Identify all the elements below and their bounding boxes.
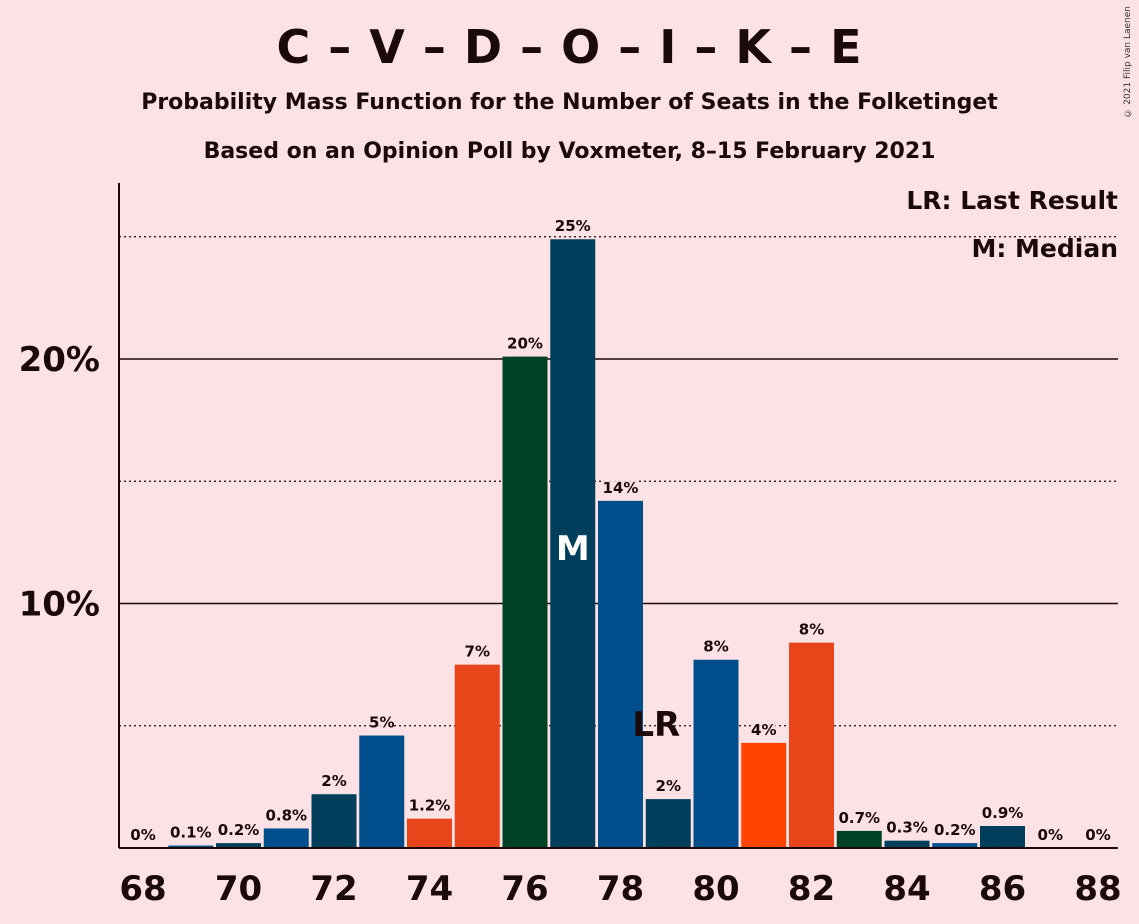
legend-last-result: LR: Last Result [906, 186, 1118, 215]
data-label-seat-85: 0.2% [934, 821, 976, 839]
y-tick-label: 20% [19, 340, 100, 380]
data-label-seat-69: 0.1% [170, 824, 212, 842]
data-label-bg [886, 817, 928, 836]
data-label-seat-76: 20% [507, 335, 543, 353]
data-label-seat-73: 5% [369, 714, 394, 732]
data-label-bg [369, 712, 394, 731]
y-tick-label: 10% [19, 585, 100, 625]
bar-seat-73 [359, 735, 405, 848]
data-label-seat-70: 0.2% [218, 821, 260, 839]
bar-seat-71 [263, 828, 309, 848]
data-label-bg [265, 805, 308, 824]
data-label-seat-75: 7% [465, 643, 490, 661]
bar-seat-83 [836, 830, 882, 848]
data-label-seat-81: 4% [751, 721, 776, 739]
x-tick-label: 82 [788, 869, 835, 909]
data-label-seat-77: 25% [555, 217, 591, 235]
data-label-seat-68: 0% [130, 826, 155, 844]
x-tick-label: 74 [406, 869, 453, 909]
data-label-seat-88: 0% [1085, 826, 1110, 844]
x-tick-label: 68 [119, 869, 166, 909]
legend-median: M: Median [971, 234, 1118, 263]
x-tick-label: 70 [215, 869, 262, 909]
x-tick-label: 72 [310, 869, 357, 909]
data-label-bg [704, 636, 728, 655]
legend: LR: Last Result M: Median [906, 186, 1118, 263]
data-label-seat-80: 8% [703, 638, 728, 656]
data-label-bg [408, 795, 451, 814]
data-label-seat-87: 0% [1038, 826, 1063, 844]
data-label-bg [217, 820, 260, 839]
data-label-seat-74: 1.2% [409, 797, 451, 815]
axes: 10% 20% 68 70 72 74 76 78 80 82 84 86 88 [19, 183, 1122, 909]
x-tick-label: 80 [692, 869, 739, 909]
data-label-bg [131, 825, 155, 843]
data-label-bg [1038, 825, 1063, 843]
bar-seat-78 [598, 500, 643, 848]
data-label-bg [838, 807, 881, 826]
data-label-bg [933, 820, 976, 839]
chart-subtitle-source: Based on an Opinion Poll by Voxmeter, 8–… [203, 139, 936, 164]
bar-seat-79 [645, 799, 691, 848]
bar-seat-81 [741, 742, 787, 848]
x-tick-label: 78 [597, 869, 644, 909]
bar-seat-86 [980, 825, 1025, 848]
data-label-seat-84: 0.3% [886, 819, 928, 837]
bar-seat-80 [693, 659, 739, 848]
bar-seat-72 [311, 794, 357, 848]
x-tick-label: 84 [883, 869, 930, 909]
data-label-seat-78: 14% [603, 479, 639, 497]
x-tick-label: 88 [1074, 869, 1121, 909]
data-label-bg [465, 641, 490, 660]
data-label-seat-83: 0.7% [838, 809, 880, 827]
data-label-seat-79: 2% [656, 777, 681, 795]
data-labels: 0% 0.1% 0.2% 0.8% 2% 5% 1.2% 7% 20% 25% 14% 2% 8% 4% 8… [130, 216, 1111, 844]
data-label-bg [169, 822, 212, 841]
data-label-bg [751, 719, 776, 738]
chart-title: C – V – D – O – I – K – E [276, 20, 863, 74]
bar-seat-74 [407, 818, 452, 848]
data-label-bg [656, 776, 681, 795]
bar-seat-69 [168, 845, 214, 848]
bar-seat-82 [789, 642, 834, 848]
x-tick-label: 76 [501, 869, 548, 909]
data-label-bg [556, 216, 590, 235]
data-label-bg [604, 477, 637, 496]
data-label-seat-71: 0.8% [265, 806, 307, 824]
last-result-marker: LR [632, 705, 680, 745]
data-label-seat-86: 0.9% [982, 804, 1024, 822]
data-label-bg [799, 619, 824, 638]
data-label-bg [1086, 825, 1110, 843]
bar-seat-77 [550, 239, 596, 848]
chart-subtitle: Probability Mass Function for the Number… [141, 90, 998, 115]
data-label-seat-82: 8% [799, 621, 824, 639]
median-marker: M [556, 529, 590, 569]
data-label-seat-72: 2% [321, 772, 346, 790]
bar-seat-70 [216, 843, 261, 848]
bar-seat-75 [454, 664, 500, 848]
bar-seat-76 [502, 356, 548, 848]
bar-seat-85 [932, 843, 978, 848]
data-label-bg [322, 771, 346, 790]
x-tick-label: 86 [979, 869, 1026, 909]
bar-seat-84 [884, 840, 930, 848]
data-label-bg [508, 333, 542, 352]
bars [168, 239, 1025, 848]
data-label-bg [981, 802, 1024, 821]
